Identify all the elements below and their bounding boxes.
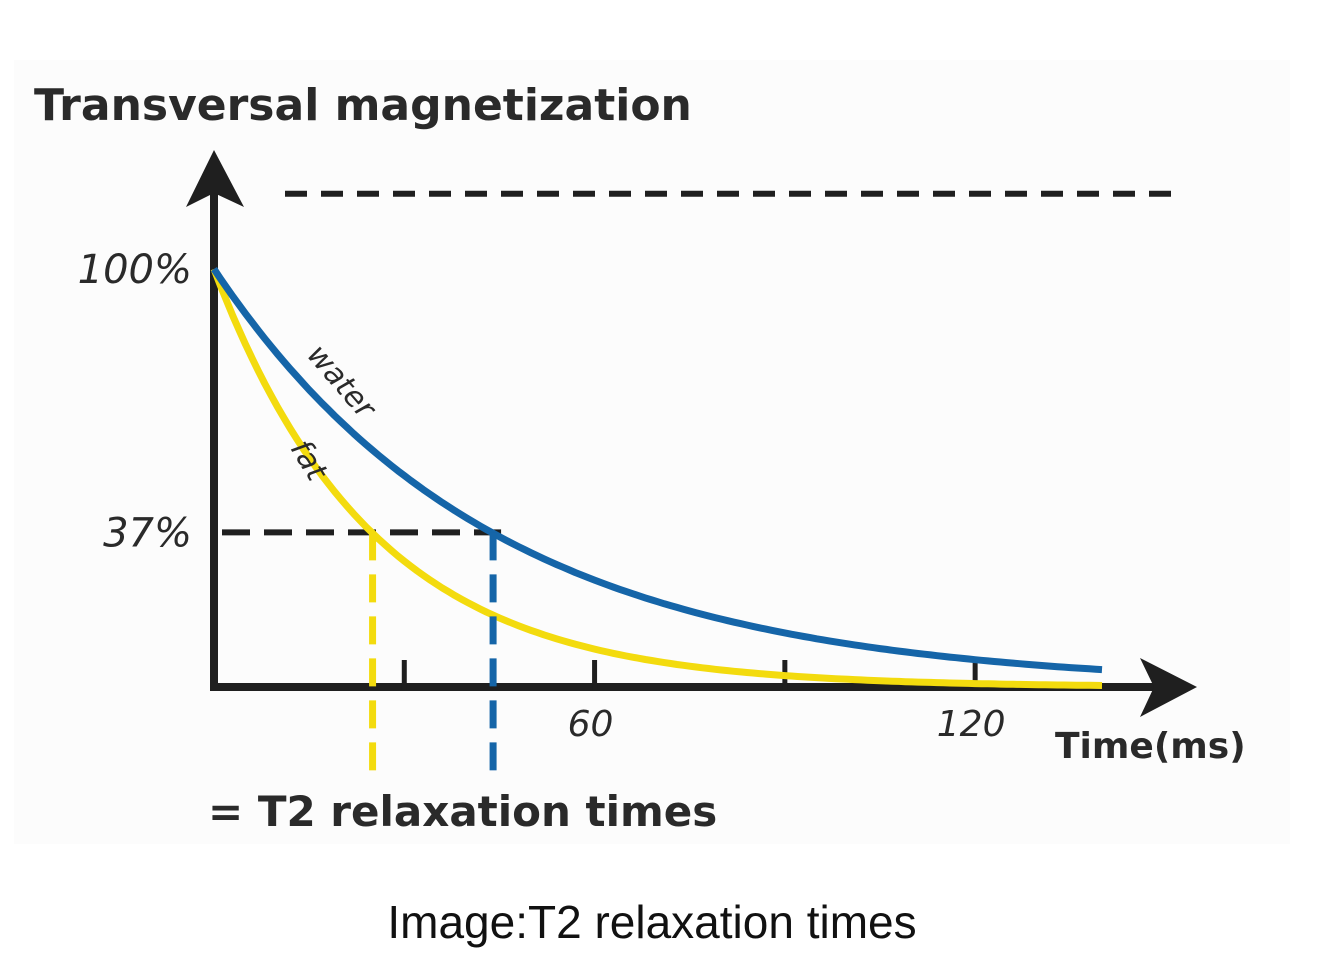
y-axis-arrow	[186, 150, 244, 207]
x-axis-title: Time(ms)	[1055, 726, 1246, 767]
y-axis-title: Transversal magnetization	[34, 80, 692, 131]
y-tick-label: 37%	[103, 510, 192, 556]
water-curve	[211, 267, 1103, 674]
fat-curve	[210, 267, 1103, 689]
x-tick-label: 120	[937, 704, 1006, 745]
x-axis-arrow	[1140, 658, 1197, 717]
y-tick-label: 100%	[78, 247, 192, 293]
t2-annotation: = T2 relaxation times	[208, 787, 717, 836]
x-tick-label: 60	[568, 704, 614, 745]
figure-caption: Image:T2 relaxation times	[387, 896, 916, 948]
